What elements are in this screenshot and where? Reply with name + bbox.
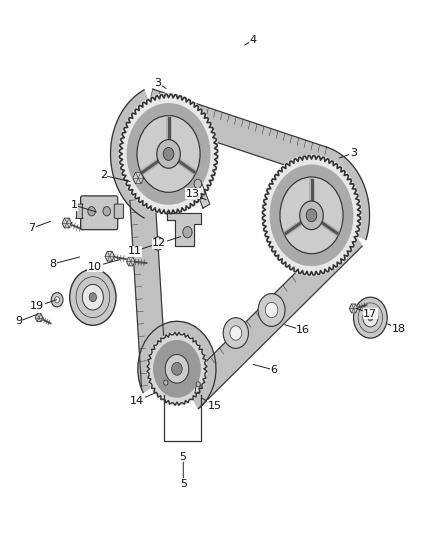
- Circle shape: [353, 297, 387, 338]
- Circle shape: [152, 237, 163, 250]
- Text: 4: 4: [249, 35, 256, 45]
- Text: 5: 5: [180, 479, 187, 489]
- Circle shape: [70, 269, 116, 325]
- Polygon shape: [262, 156, 360, 275]
- Polygon shape: [195, 384, 200, 394]
- Text: 1: 1: [71, 200, 78, 210]
- Text: 17: 17: [363, 309, 378, 319]
- Text: 14: 14: [130, 395, 144, 406]
- Text: 19: 19: [30, 301, 44, 311]
- Polygon shape: [35, 314, 43, 321]
- Polygon shape: [270, 165, 353, 265]
- Circle shape: [119, 93, 219, 215]
- Circle shape: [82, 285, 103, 310]
- Polygon shape: [167, 213, 201, 246]
- Circle shape: [165, 354, 189, 383]
- Circle shape: [194, 179, 201, 189]
- Circle shape: [163, 148, 174, 160]
- Text: 12: 12: [152, 238, 166, 248]
- Circle shape: [306, 209, 317, 222]
- Polygon shape: [120, 94, 218, 214]
- Circle shape: [363, 309, 378, 327]
- FancyBboxPatch shape: [114, 204, 124, 219]
- Text: 18: 18: [392, 324, 406, 334]
- Circle shape: [147, 332, 207, 406]
- FancyBboxPatch shape: [76, 204, 83, 219]
- Polygon shape: [154, 341, 200, 397]
- Circle shape: [55, 297, 60, 303]
- Circle shape: [155, 240, 161, 247]
- Circle shape: [223, 318, 248, 349]
- Text: 16: 16: [296, 326, 310, 335]
- Text: 6: 6: [270, 365, 277, 375]
- Text: 11: 11: [128, 246, 142, 256]
- Circle shape: [258, 294, 285, 326]
- Polygon shape: [163, 383, 168, 390]
- Polygon shape: [184, 222, 362, 408]
- Circle shape: [261, 155, 361, 276]
- Polygon shape: [138, 321, 216, 409]
- Circle shape: [230, 326, 242, 340]
- Polygon shape: [194, 182, 210, 208]
- FancyBboxPatch shape: [81, 196, 118, 230]
- Text: 9: 9: [16, 316, 23, 326]
- Circle shape: [157, 140, 180, 168]
- Circle shape: [137, 116, 200, 192]
- Circle shape: [172, 362, 182, 375]
- Polygon shape: [320, 147, 370, 239]
- Circle shape: [368, 314, 373, 321]
- Polygon shape: [146, 89, 327, 177]
- Text: 7: 7: [28, 223, 35, 233]
- Polygon shape: [147, 333, 207, 405]
- Polygon shape: [133, 172, 144, 184]
- Circle shape: [300, 201, 323, 230]
- Circle shape: [89, 293, 96, 302]
- Text: 3: 3: [350, 148, 357, 158]
- Circle shape: [280, 177, 343, 254]
- Text: 8: 8: [49, 259, 57, 269]
- Circle shape: [164, 380, 168, 385]
- Polygon shape: [62, 218, 71, 228]
- Text: 5: 5: [179, 452, 186, 462]
- Circle shape: [265, 302, 278, 318]
- Polygon shape: [110, 90, 155, 218]
- Circle shape: [196, 382, 200, 387]
- Circle shape: [51, 293, 63, 307]
- Polygon shape: [350, 304, 358, 313]
- Text: 2: 2: [100, 171, 107, 181]
- Polygon shape: [127, 257, 135, 266]
- Circle shape: [103, 207, 110, 216]
- Text: 10: 10: [88, 262, 102, 271]
- Circle shape: [88, 207, 95, 216]
- Polygon shape: [130, 198, 166, 386]
- Text: 15: 15: [208, 401, 222, 411]
- Circle shape: [183, 227, 192, 238]
- Polygon shape: [127, 104, 210, 204]
- Polygon shape: [105, 252, 114, 261]
- Text: 3: 3: [155, 78, 162, 88]
- Text: 13: 13: [186, 189, 200, 199]
